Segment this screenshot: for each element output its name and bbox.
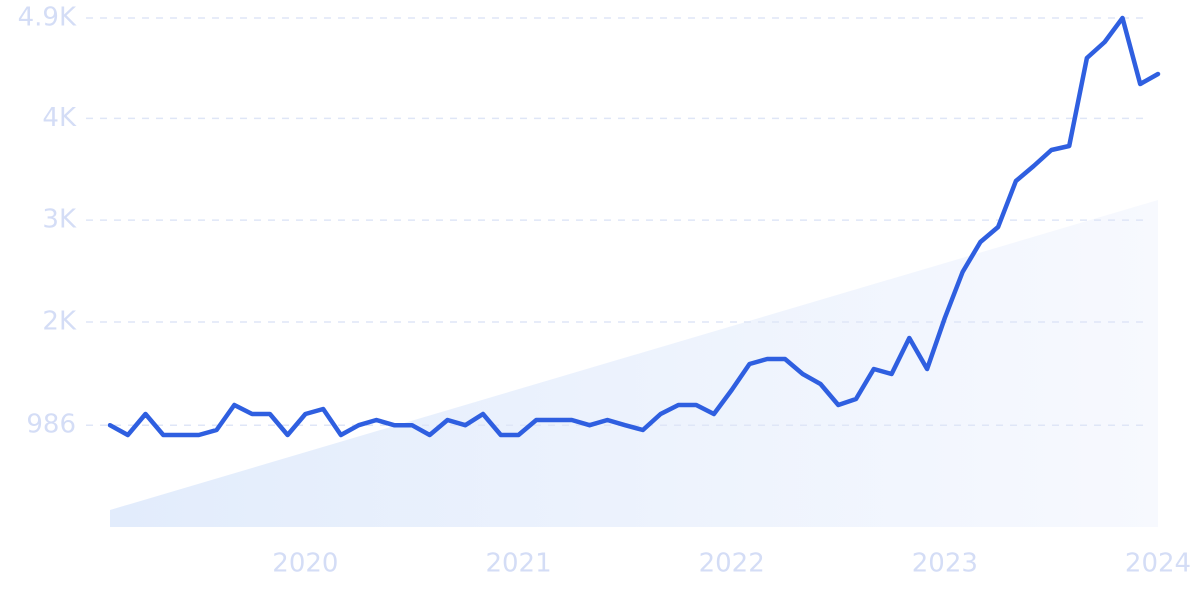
y-tick-label: 2K [42,306,77,336]
x-tick-label: 2022 [699,549,765,579]
x-tick-label: 2020 [272,549,338,579]
y-tick-label: 4K [42,103,77,133]
x-tick-label: 2021 [485,549,551,579]
line [107,15,1161,438]
x-tick-label: 2023 [912,549,978,579]
y-tick-label: 3K [42,205,77,235]
y-tick-label: 986 [26,410,76,440]
x-tick-label: 2024 [1125,549,1191,579]
y-tick-label: 4.9K [18,3,77,33]
trend-area [110,200,1158,527]
